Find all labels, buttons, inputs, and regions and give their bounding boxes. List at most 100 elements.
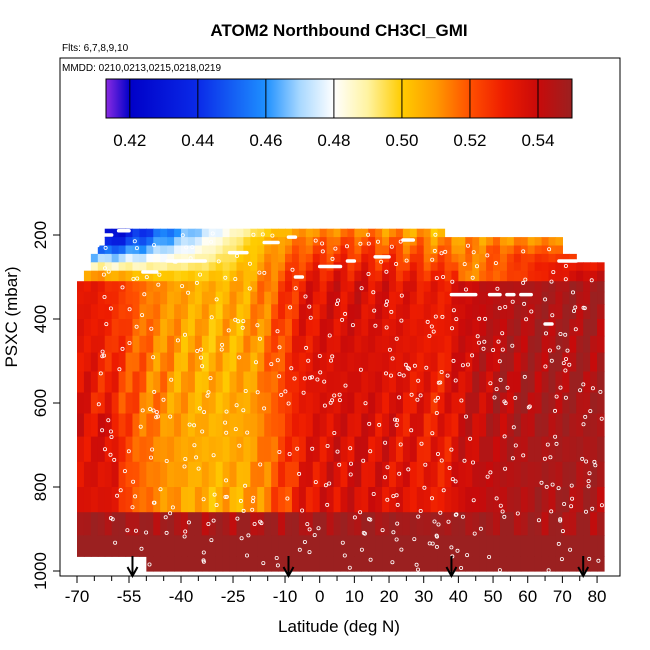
heatmap-cell	[506, 335, 515, 354]
heatmap-cell	[291, 319, 300, 337]
sample-point	[590, 506, 595, 511]
sample-point	[416, 378, 421, 383]
heatmap-cell	[174, 556, 182, 572]
sample-point	[454, 512, 459, 517]
sample-point	[206, 522, 211, 527]
heatmap-cell	[326, 245, 335, 255]
heatmap-cell	[444, 413, 453, 438]
heatmap-cell	[146, 253, 154, 263]
heatmap-cell	[375, 556, 383, 572]
sample-point	[510, 299, 515, 304]
sample-point	[492, 395, 497, 400]
sample-point	[434, 534, 439, 539]
heatmap-cell	[513, 535, 522, 557]
heatmap-cell	[423, 371, 432, 394]
heatmap-cell	[479, 487, 487, 513]
heatmap-cell	[416, 392, 425, 415]
sample-point	[200, 364, 205, 369]
heatmap-cell	[187, 487, 196, 513]
heatmap-cell	[111, 371, 120, 394]
heatmap-cell	[139, 262, 147, 272]
sample-point	[483, 316, 488, 321]
heatmap-cell	[132, 319, 140, 337]
sample-point	[521, 249, 526, 254]
heatmap-cell	[160, 237, 168, 247]
sample-points	[96, 231, 604, 573]
heatmap-cell	[236, 237, 245, 247]
heatmap-cell	[326, 556, 335, 572]
sample-point	[323, 483, 328, 488]
heatmap-cell	[354, 487, 362, 513]
heatmap-cell	[416, 253, 425, 263]
heatmap-cell	[541, 352, 550, 373]
heatmap-cell	[333, 270, 342, 282]
heatmap-cell	[201, 281, 210, 293]
heatmap-cell	[236, 392, 245, 415]
heatmap-cell	[555, 335, 563, 354]
heatmap-cell	[527, 319, 536, 337]
sample-point	[115, 493, 120, 498]
heatmap-cell	[527, 487, 536, 513]
heatmap-cell	[285, 237, 293, 247]
sample-point	[233, 276, 238, 281]
heatmap-cell	[402, 335, 411, 354]
sample-point	[100, 428, 105, 433]
heatmap-cell	[187, 237, 196, 247]
sample-point	[465, 553, 470, 558]
heatmap-cell	[444, 392, 453, 415]
sample-point	[130, 505, 135, 510]
heatmap-cell	[160, 253, 168, 263]
heatmap-cell	[534, 304, 543, 320]
sample-point	[447, 465, 452, 470]
heatmap-cell	[340, 413, 349, 438]
heatmap-cell	[77, 319, 85, 337]
heatmap-cell	[569, 392, 577, 415]
sample-point	[322, 403, 327, 408]
heatmap-cell	[187, 392, 196, 415]
colorbar-tick-label: 0.50	[385, 131, 418, 150]
heatmap-cell	[347, 237, 355, 247]
heatmap-cell	[77, 461, 85, 488]
sample-point	[223, 420, 228, 425]
heatmap-cell	[153, 262, 161, 272]
heatmap-cell	[160, 270, 168, 282]
heatmap-cell	[444, 291, 453, 305]
heatmap-cell	[347, 245, 355, 255]
heatmap-cell	[416, 304, 425, 320]
heatmap-cell	[278, 436, 286, 463]
heatmap-cell	[208, 253, 217, 263]
heatmap-cell	[90, 253, 99, 263]
heatmap-cell	[97, 535, 106, 557]
heatmap-cell	[167, 371, 175, 394]
heatmap-cell	[83, 436, 92, 463]
heatmap-cell	[97, 512, 106, 536]
heatmap-cell	[437, 335, 446, 354]
heatmap-cell	[465, 253, 473, 263]
heatmap-cell	[132, 535, 140, 557]
sample-point	[409, 392, 414, 397]
heatmap-cell	[430, 291, 439, 305]
heatmap-cell	[118, 245, 127, 255]
sample-point	[587, 471, 592, 476]
heatmap-cell	[354, 253, 362, 263]
heatmap-cell	[291, 335, 300, 354]
heatmap-cell	[104, 253, 113, 263]
heatmap-cell	[472, 291, 480, 305]
heatmap-cell	[250, 304, 258, 320]
heatmap-cell	[167, 487, 175, 513]
heatmap-cell	[243, 352, 251, 373]
heatmap-cell	[347, 512, 355, 536]
heatmap-cell	[333, 253, 342, 263]
heatmap-cell	[326, 413, 335, 438]
sample-point	[526, 405, 531, 410]
heatmap-cell	[402, 556, 411, 572]
heatmap-cell	[347, 319, 355, 337]
heatmap-cell	[534, 281, 543, 293]
heatmap-cell	[139, 535, 147, 557]
heatmap-cell	[132, 512, 140, 536]
heatmap-cell	[83, 304, 92, 320]
heatmap-cell	[493, 270, 501, 282]
heatmap-cell	[118, 304, 127, 320]
heatmap-cell	[278, 245, 286, 255]
heatmap-cell	[506, 253, 515, 263]
